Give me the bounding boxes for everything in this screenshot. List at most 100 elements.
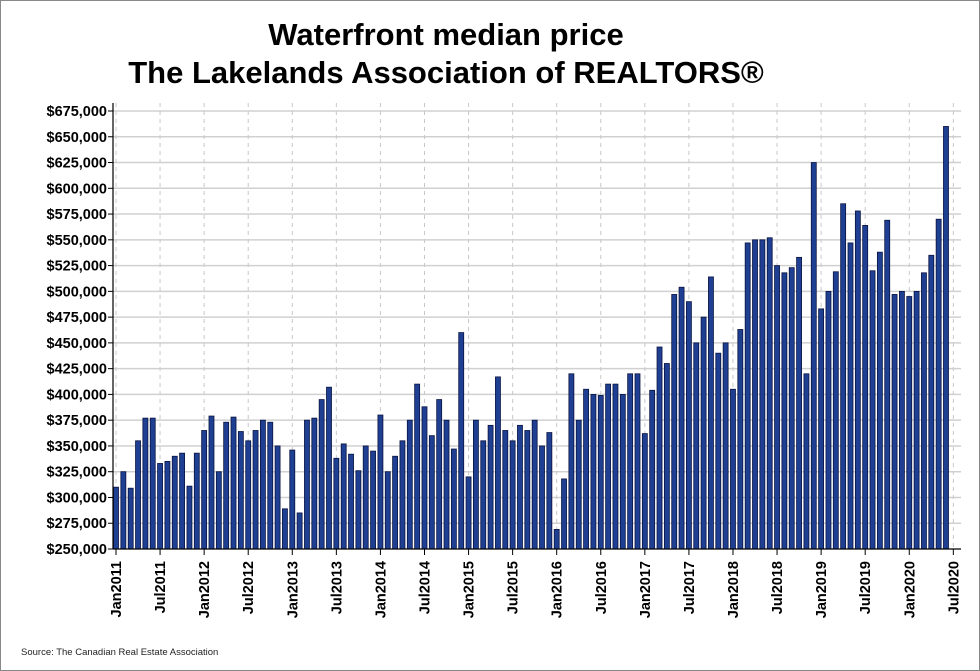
bar (921, 272, 927, 550)
bar (502, 430, 509, 550)
bar (252, 430, 259, 550)
x-tick-label: Jul2019 (858, 561, 874, 614)
bar (208, 415, 215, 550)
y-tick-label: $600,000 (47, 181, 107, 197)
y-tick-label: $275,000 (47, 516, 107, 532)
x-tick-label: Jan2015 (462, 561, 478, 618)
bar (421, 406, 428, 550)
bar (634, 373, 641, 550)
bar (326, 386, 332, 550)
bar (318, 399, 325, 550)
y-tick-label: $425,000 (47, 362, 107, 378)
bar (193, 452, 200, 550)
bar (127, 487, 134, 550)
bar (384, 471, 391, 550)
bar (899, 290, 905, 550)
x-tick-label: Jul2012 (241, 561, 257, 614)
bar (289, 449, 296, 550)
bar (355, 470, 362, 550)
bar (553, 529, 560, 550)
bar (818, 308, 825, 550)
bar (487, 424, 494, 550)
bar (840, 203, 847, 550)
bar (362, 445, 369, 550)
source-note: Source: The Canadian Real Estate Associa… (21, 647, 219, 658)
x-tick-label: Jul2011 (153, 561, 169, 613)
bar (788, 267, 795, 550)
bar (730, 388, 736, 550)
x-tick-label: Jan2016 (550, 561, 566, 618)
bar (259, 419, 266, 550)
bar (847, 242, 854, 550)
bar (311, 417, 318, 550)
y-tick-label: $325,000 (47, 465, 107, 481)
x-tick-label: Jan2019 (814, 561, 830, 618)
bar (245, 440, 252, 550)
bar (304, 419, 310, 550)
bar (120, 471, 127, 550)
bar (135, 440, 141, 550)
bar (876, 251, 883, 550)
bar (605, 383, 612, 550)
bar (458, 332, 465, 550)
bar (524, 430, 531, 550)
bar (348, 453, 354, 550)
bar (862, 224, 869, 550)
bar (715, 352, 722, 550)
bar (737, 329, 744, 550)
y-tick-label: $375,000 (47, 413, 107, 429)
bar (649, 389, 656, 550)
bar (495, 376, 501, 550)
bar (531, 419, 538, 550)
bar (612, 383, 619, 550)
bar (752, 239, 758, 550)
x-tick-label: Jul2018 (770, 561, 786, 614)
bar (722, 342, 729, 550)
bar (774, 265, 780, 550)
bar (215, 471, 222, 550)
bar (597, 395, 604, 550)
bar (480, 440, 487, 550)
bar (583, 388, 589, 550)
bar (443, 419, 450, 550)
bar (333, 457, 340, 550)
chart-title: Waterfront median price (268, 17, 624, 52)
bar (282, 508, 288, 550)
bar (619, 394, 626, 550)
y-tick-label: $250,000 (47, 542, 107, 558)
bar (943, 126, 949, 550)
y-tick-label: $625,000 (47, 156, 107, 172)
bar (113, 486, 119, 550)
bar (450, 448, 457, 550)
bar (766, 237, 773, 550)
x-tick-label: Jul2014 (417, 561, 433, 614)
x-tick-label: Jan2017 (638, 561, 654, 618)
bar (149, 417, 156, 550)
bar (891, 294, 898, 550)
bar (546, 432, 553, 550)
bar (935, 218, 942, 550)
bar (913, 290, 920, 550)
x-tick-label: Jul2020 (946, 561, 962, 614)
bar (796, 256, 802, 550)
bar (179, 452, 186, 550)
x-tick-label: Jan2011 (109, 561, 125, 617)
y-tick-label: $475,000 (47, 310, 107, 326)
bar (164, 460, 171, 550)
bar (406, 419, 413, 550)
bar (906, 296, 913, 550)
bar (539, 445, 545, 550)
bar (399, 440, 406, 550)
bar (928, 254, 935, 550)
bar (693, 342, 700, 550)
x-tick-label: Jul2013 (329, 561, 345, 614)
bar (274, 445, 281, 550)
bar (656, 346, 663, 550)
bar (700, 316, 707, 550)
bar (825, 290, 832, 550)
bar (627, 373, 634, 550)
bar (473, 419, 479, 550)
bar (171, 455, 178, 550)
